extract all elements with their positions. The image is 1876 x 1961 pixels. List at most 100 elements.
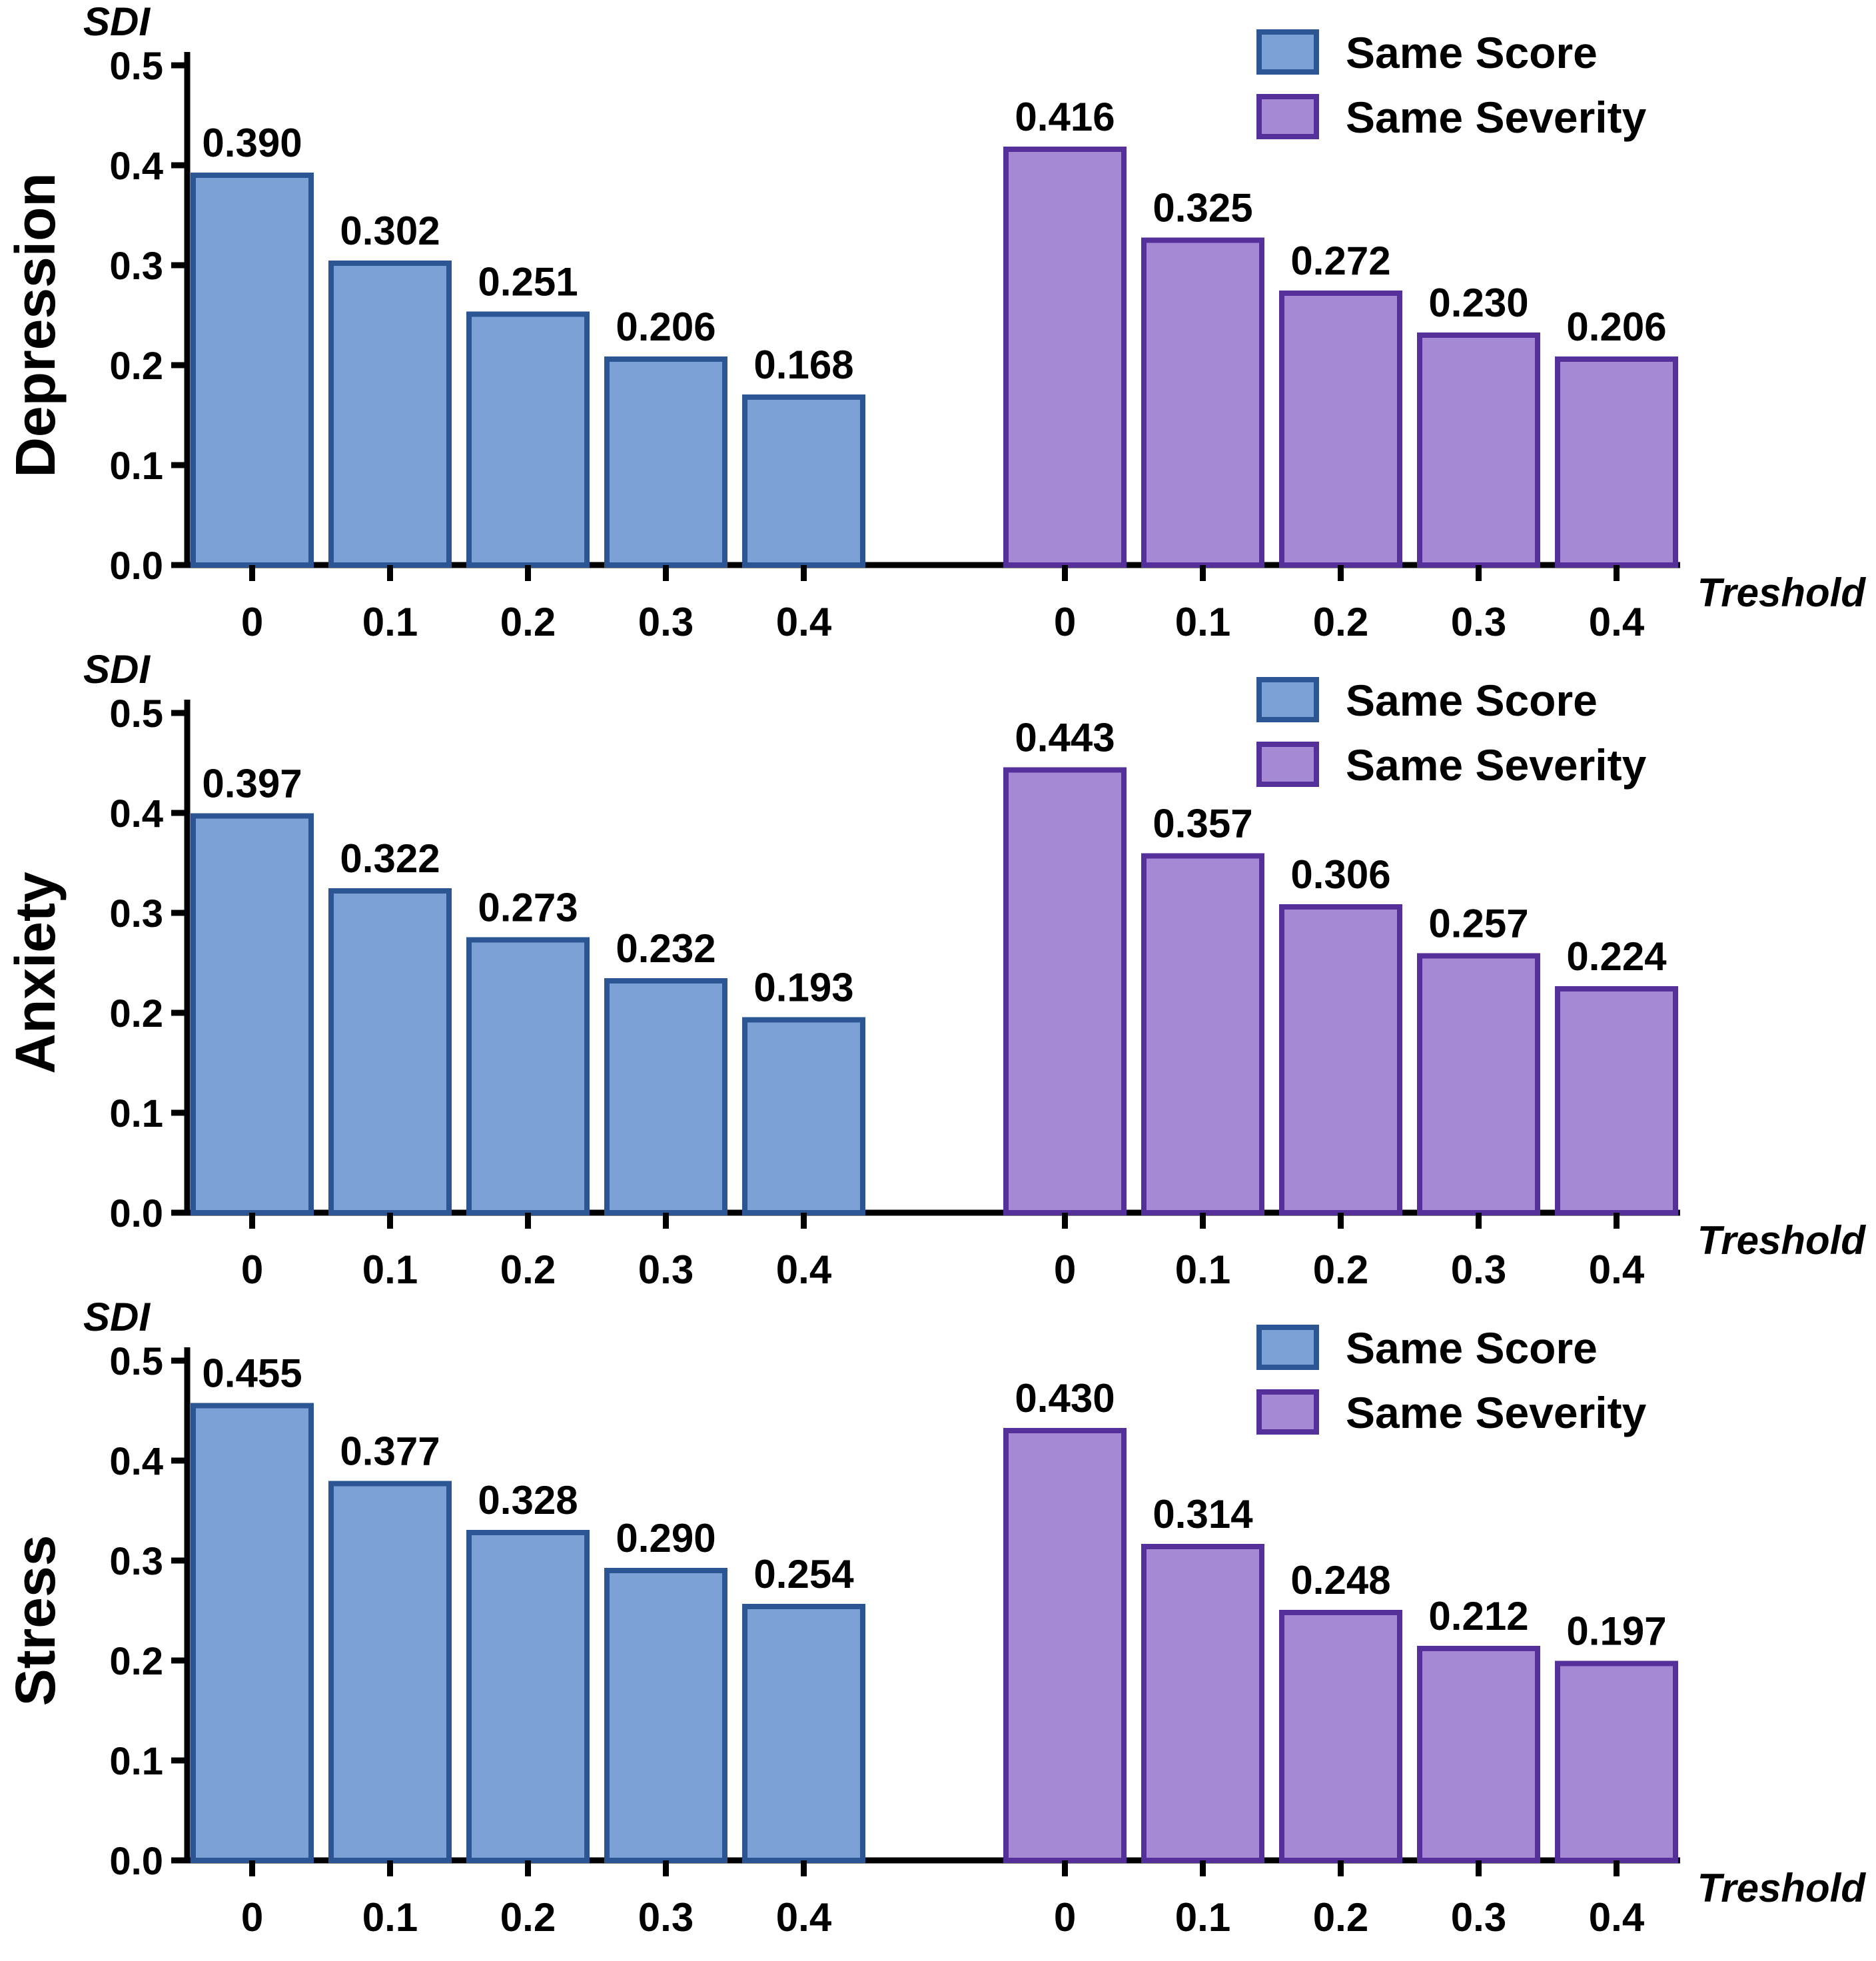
x-axis-label: Treshold (1697, 1866, 1867, 1910)
legend-swatch (1256, 677, 1319, 722)
bar-same-score (742, 1017, 865, 1215)
bar-same-score (466, 1530, 590, 1863)
data-label: 0.251 (478, 260, 578, 305)
data-label: 0.357 (1153, 802, 1252, 846)
y-tick-label: 0.0 (109, 1840, 163, 1883)
bar-same-severity (1003, 147, 1127, 568)
bar-same-score (742, 394, 865, 568)
y-tick-label: 0.5 (109, 692, 163, 736)
y-tick-label: 0.4 (109, 792, 163, 836)
bar-same-score (604, 356, 727, 568)
x-tick-label: 0.3 (638, 1895, 694, 1940)
data-label: 0.257 (1428, 902, 1528, 946)
x-tick-label: 0.4 (776, 1247, 832, 1292)
data-label: 0.322 (340, 836, 440, 881)
y-axis-label: SDI (83, 0, 151, 44)
panel-title: Depression (4, 173, 67, 478)
y-tick-label: 0.2 (109, 344, 163, 388)
data-label: 0.272 (1290, 239, 1390, 283)
bar-same-score (742, 1604, 865, 1863)
data-label: 0.397 (202, 762, 302, 806)
x-tick-label: 0.2 (1313, 1247, 1368, 1292)
y-tick-label: 0.0 (109, 544, 163, 588)
y-tick-label: 0.1 (109, 1740, 163, 1783)
data-label: 0.290 (616, 1516, 715, 1561)
y-tick-label: 0.3 (109, 245, 163, 288)
legend-swatch (1256, 29, 1319, 75)
legend-label: Same Severity (1346, 740, 1647, 790)
panel-title: Stress (4, 1535, 67, 1706)
bar-same-severity (1141, 853, 1264, 1215)
y-tick-label: 0.4 (109, 145, 163, 188)
y-tick-label: 0.1 (109, 1092, 163, 1135)
y-tick-label: 0.5 (109, 1340, 163, 1383)
bar-same-severity (1141, 237, 1264, 568)
bar-same-severity (1003, 1428, 1127, 1863)
y-tick-label: 0.0 (109, 1192, 163, 1235)
y-tick-label: 0.1 (109, 444, 163, 488)
bar-same-score (466, 937, 590, 1215)
data-label: 0.430 (1015, 1376, 1115, 1421)
x-tick-label: 0.3 (1451, 1247, 1506, 1292)
bar-same-severity (1279, 1610, 1402, 1863)
x-tick-label: 0.1 (1175, 1247, 1230, 1292)
x-tick-label: 0.1 (1175, 1895, 1230, 1940)
x-tick-label: 0.3 (1451, 600, 1506, 644)
x-tick-label: 0.2 (500, 600, 556, 644)
y-tick-label: 0.3 (109, 1540, 163, 1583)
legend-swatch (1256, 742, 1319, 787)
data-label: 0.273 (478, 886, 578, 930)
chart-panel-anxiety: Anxiety SDI 0.0 0.1 0.2 0.3 0.4 0.5 Treshold 0.39… (4, 647, 1866, 1292)
x-tick-label: 0.4 (776, 1895, 832, 1940)
x-tick-label: 0.3 (638, 600, 694, 644)
y-tick-label: 0.2 (109, 992, 163, 1035)
panel-title: Anxiety (4, 872, 67, 1074)
data-label: 0.248 (1290, 1558, 1390, 1603)
bar-same-score (466, 311, 590, 568)
data-label: 0.212 (1428, 1594, 1528, 1638)
x-tick-label: 0.2 (1313, 1895, 1368, 1940)
x-tick-label: 0 (241, 600, 263, 644)
legend-label: Same Score (1346, 1323, 1598, 1373)
data-label: 0.443 (1015, 716, 1115, 760)
x-tick-label: 0.1 (1175, 600, 1230, 644)
x-tick-label: 0 (1054, 1247, 1076, 1292)
legend-label: Same Score (1346, 676, 1598, 725)
bar-same-severity (1279, 904, 1402, 1215)
x-tick-label: 0.4 (1589, 600, 1645, 644)
legend-label: Same Score (1346, 28, 1598, 77)
y-tick-label: 0.2 (109, 1640, 163, 1683)
y-tick-label: 0.5 (109, 45, 163, 88)
chart-panel-depression: Depression SDI 0.0 0.1 0.2 0.3 0.4 0.5 Treshold 0… (4, 0, 1866, 644)
data-label: 0.224 (1566, 934, 1667, 979)
data-label: 0.455 (202, 1351, 302, 1396)
data-label: 0.328 (478, 1478, 578, 1523)
chart-panel-stress: Stress SDI 0.0 0.1 0.2 0.3 0.4 0.5 Treshold 0.455… (4, 1295, 1866, 1940)
bar-same-severity (1417, 332, 1540, 568)
y-tick-label: 0.3 (109, 892, 163, 936)
legend-swatch (1256, 94, 1319, 139)
bar-same-severity (1555, 986, 1678, 1215)
legend-label: Same Severity (1346, 93, 1647, 142)
data-label: 0.325 (1153, 186, 1252, 231)
data-label: 0.193 (753, 966, 853, 1010)
y-axis-label: SDI (83, 647, 151, 692)
data-label: 0.197 (1566, 1609, 1666, 1654)
y-tick-label: 0.4 (109, 1440, 163, 1483)
y-axis-label: SDI (83, 1295, 151, 1339)
x-axis-label: Treshold (1697, 1218, 1867, 1263)
x-tick-label: 0.4 (776, 600, 832, 644)
data-label: 0.314 (1153, 1492, 1253, 1537)
data-label: 0.377 (340, 1429, 440, 1474)
bar-same-score (191, 1403, 314, 1863)
legend-label: Same Severity (1346, 1388, 1647, 1437)
data-label: 0.232 (616, 926, 715, 971)
x-tick-label: 0.4 (1589, 1247, 1645, 1292)
bar-same-severity (1555, 356, 1678, 568)
x-tick-label: 0 (1054, 600, 1076, 644)
data-label: 0.254 (753, 1552, 854, 1597)
bar-same-severity (1279, 291, 1402, 568)
data-label: 0.390 (202, 121, 302, 165)
data-label: 0.306 (1290, 852, 1390, 897)
x-tick-label: 0 (1054, 1895, 1076, 1940)
